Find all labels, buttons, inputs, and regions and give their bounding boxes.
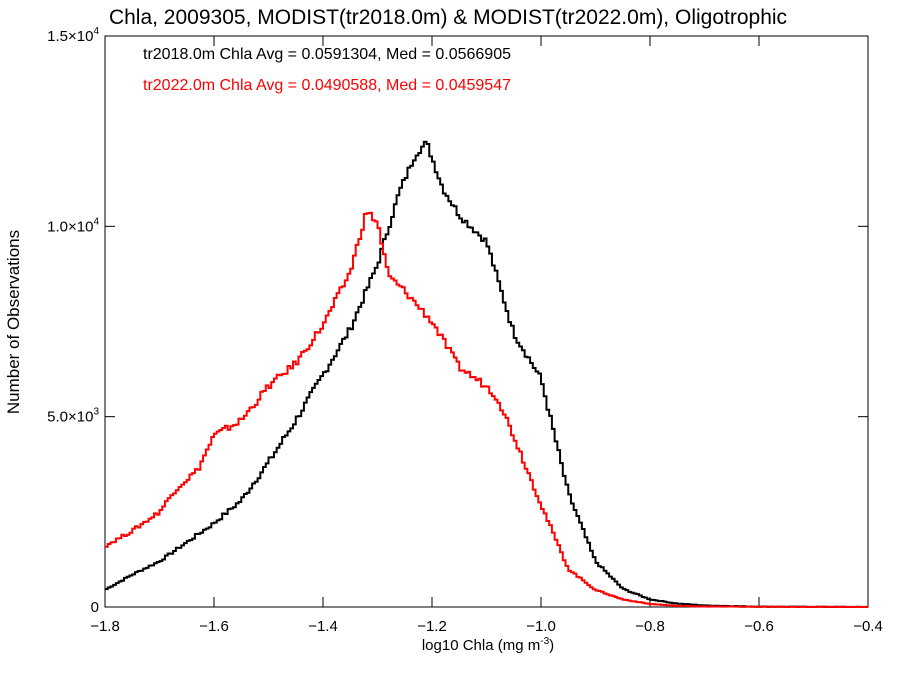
x-axis: −1.8 −1.6 −1.4 −1.2 −1.0 −0.8 −0.6 −0.4 xyxy=(90,36,883,635)
y-tick-mantissa: 5.0×10 xyxy=(47,409,93,426)
x-axis-label-end: ) xyxy=(549,637,554,654)
series-group xyxy=(105,140,868,608)
x-axis-label-sup: -3 xyxy=(540,636,549,647)
y-axis-label: Number of Observations xyxy=(4,230,23,414)
y-tick-label: 0 xyxy=(91,599,99,616)
plot-frame xyxy=(104,35,869,608)
x-tick-label: −1.4 xyxy=(308,618,338,635)
x-tick-label: −1.6 xyxy=(199,618,229,635)
series-line-0 xyxy=(105,140,868,608)
y-tick-exponent: 3 xyxy=(93,407,99,418)
y-tick-mantissa: 0 xyxy=(91,599,99,616)
x-axis-label: log10 Chla (mg m-3) xyxy=(422,636,554,654)
x-tick-label: −0.8 xyxy=(635,618,665,635)
x-tick-label: −0.4 xyxy=(853,618,883,635)
y-tick-mantissa: 1.5×10 xyxy=(47,28,93,45)
x-tick-label: −0.6 xyxy=(744,618,774,635)
y-tick-mantissa: 1.0×10 xyxy=(47,218,93,235)
y-tick-label: 1.0×104 xyxy=(47,216,99,235)
legend-entry-tr2018: tr2018.0m Chla Avg = 0.0591304, Med = 0.… xyxy=(143,46,511,63)
x-tick-label: −1.8 xyxy=(90,618,120,635)
x-tick-label: −1.0 xyxy=(526,618,556,635)
series-line-1 xyxy=(105,211,868,608)
y-tick-exponent: 4 xyxy=(93,26,99,37)
y-tick-label: 5.0×103 xyxy=(47,407,99,426)
x-axis-label-main: log10 Chla (mg m xyxy=(422,637,540,654)
chart-title: Chla, 2009305, MODIST(tr2018.0m) & MODIS… xyxy=(109,6,787,29)
y-tick-label: 1.5×104 xyxy=(47,26,99,45)
x-tick-label: −1.2 xyxy=(417,618,447,635)
legend-entry-tr2022: tr2022.0m Chla Avg = 0.0490588, Med = 0.… xyxy=(143,77,511,94)
y-tick-exponent: 4 xyxy=(93,216,99,227)
